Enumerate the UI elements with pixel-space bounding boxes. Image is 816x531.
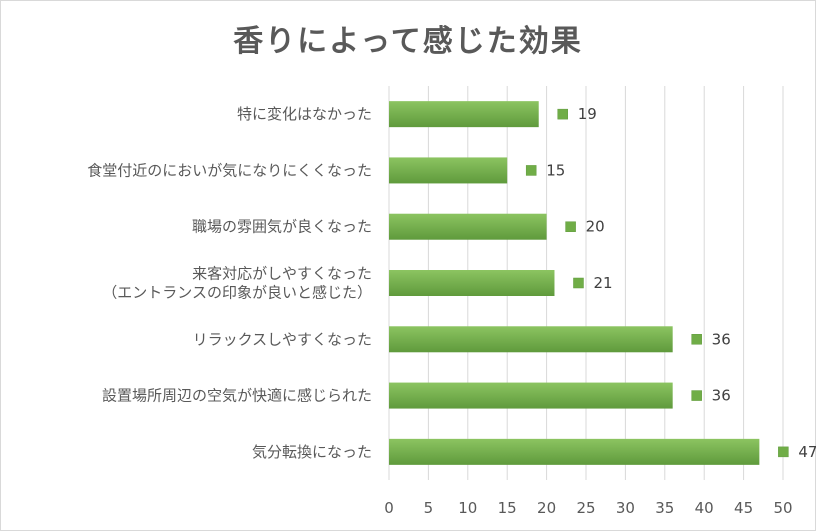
- x-tick-label: 5: [424, 499, 434, 517]
- data-label-marker: [691, 390, 702, 401]
- data-label: 19: [578, 105, 597, 123]
- bar: [389, 101, 539, 128]
- x-tick-label: 40: [695, 499, 714, 517]
- grid-lines: [388, 86, 784, 480]
- x-tick-label: 0: [384, 499, 394, 517]
- chart-title: 香りによって感じた効果: [233, 24, 583, 59]
- data-label-marker: [573, 277, 584, 289]
- bars: [389, 101, 760, 465]
- category-label: 来客対応がしやすくなった: [192, 265, 372, 283]
- bar: [389, 157, 508, 184]
- x-tick-label: 45: [734, 499, 753, 517]
- x-tick-label: 25: [576, 499, 595, 517]
- x-tick-label: 35: [655, 499, 674, 517]
- x-tick-label: 10: [458, 499, 477, 517]
- category-label: リラックスしやすくなった: [193, 330, 372, 348]
- x-tick-label: 30: [616, 499, 635, 517]
- bar: [389, 382, 673, 409]
- x-tick-label: 15: [498, 499, 517, 517]
- data-label: 21: [593, 274, 612, 292]
- category-label: 気分転換になった: [252, 443, 372, 461]
- data-label-marker: [565, 221, 576, 232]
- bar: [389, 326, 673, 353]
- category-label: 職場の雰囲気が良くなった: [192, 218, 372, 236]
- data-label-marker: [691, 334, 702, 345]
- category-label: 特に変化はなかった: [237, 105, 372, 123]
- category-label: （エントランスの印象が良いと感じた）: [102, 284, 372, 302]
- data-label: 36: [712, 330, 731, 348]
- x-tick-label: 50: [773, 499, 792, 517]
- x-tick-label: 20: [537, 499, 556, 517]
- bar: [389, 438, 760, 465]
- data-label: 47: [798, 443, 816, 461]
- data-label: 20: [586, 218, 605, 236]
- category-label: 食堂付近のにおいが気になりにくくなった: [87, 161, 372, 179]
- labels: 0 5 10 15 20 25 30 35 40 45 50 特に変化はなかった 19 食堂付近のにおいが…: [87, 105, 816, 517]
- data-label-marker: [557, 108, 568, 120]
- data-label-marker: [525, 165, 537, 176]
- data-label: 36: [712, 387, 731, 405]
- bar: [389, 213, 547, 240]
- data-label: 15: [546, 161, 565, 179]
- bar: [389, 270, 555, 296]
- category-label: 設置場所周辺の空気が快適に感じられた: [102, 387, 372, 405]
- data-label-marker: [778, 446, 789, 458]
